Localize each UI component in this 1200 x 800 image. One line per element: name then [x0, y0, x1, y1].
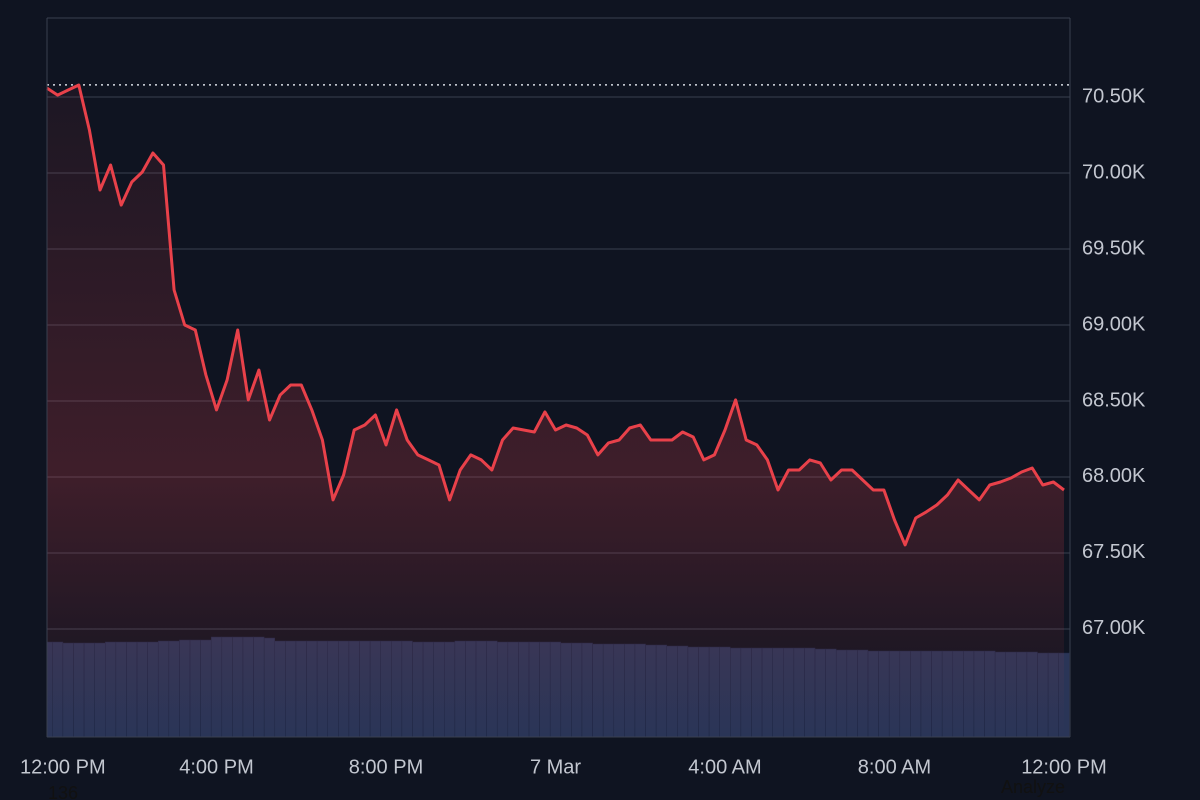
- y-tick-label: 70.00K: [1082, 161, 1146, 183]
- y-tick-label: 67.50K: [1082, 541, 1146, 563]
- x-tick-label: 8:00 AM: [858, 756, 931, 778]
- footer-left: 136: [48, 783, 78, 800]
- y-tick-label: 70.50K: [1082, 85, 1146, 107]
- x-tick-label: 4:00 AM: [688, 756, 761, 778]
- price-line: [46, 83, 1065, 547]
- x-tick-label: 8:00 PM: [349, 756, 423, 778]
- x-tick-label: 12:00 PM: [1021, 756, 1107, 778]
- y-tick-label: 67.00K: [1082, 617, 1146, 639]
- x-tick-label: 12:00 PM: [20, 756, 106, 778]
- y-tick-label: 69.50K: [1082, 237, 1146, 259]
- y-tick-label: 68.00K: [1082, 465, 1146, 487]
- y-tick-label: 69.00K: [1082, 313, 1146, 335]
- price-area: [47, 85, 1064, 737]
- x-tick-label: 7 Mar: [530, 756, 581, 778]
- y-tick-label: 68.50K: [1082, 389, 1146, 411]
- x-tick-label: 4:00 PM: [179, 756, 253, 778]
- footer-right[interactable]: Analyze: [1001, 777, 1065, 797]
